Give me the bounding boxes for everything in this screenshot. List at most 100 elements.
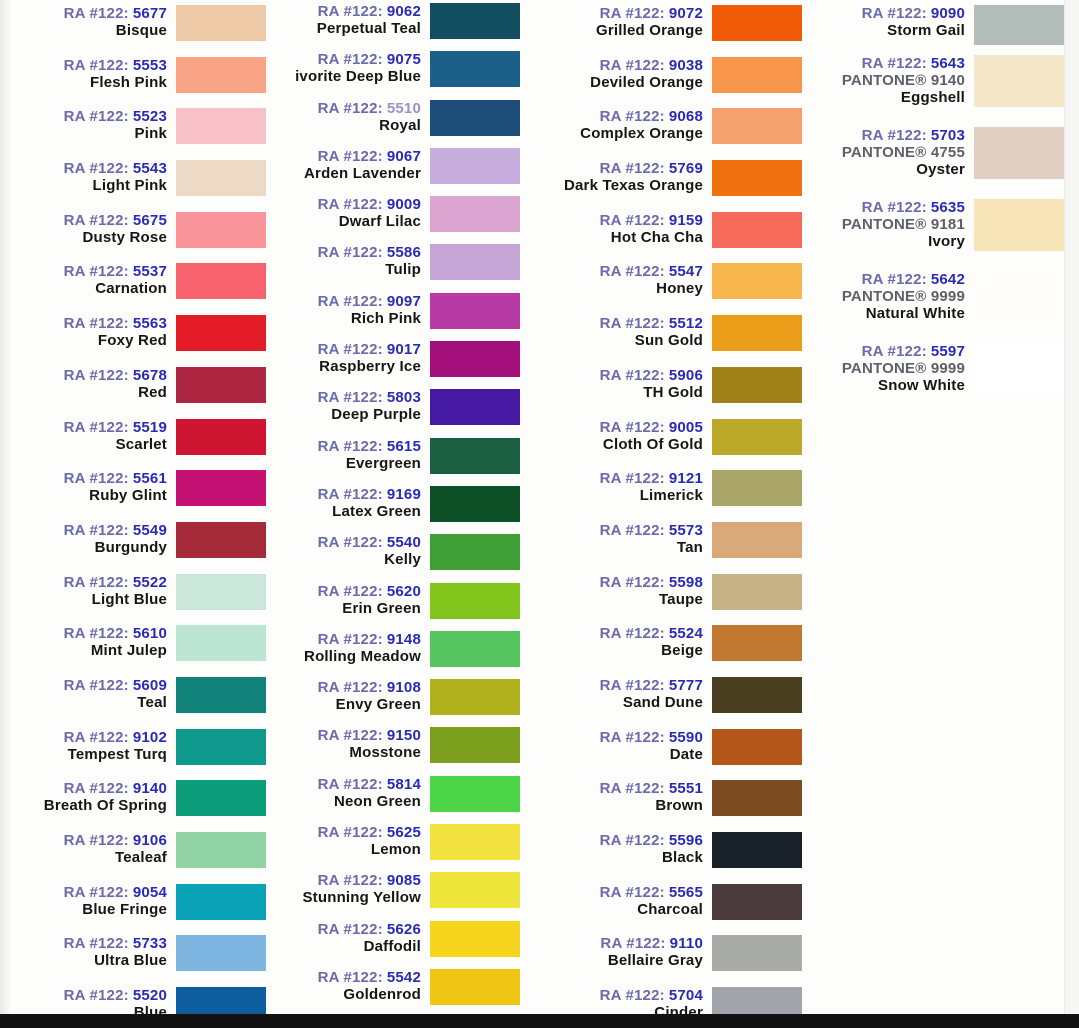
color-entry-label: RA #122: 5543 Light Pink (0, 160, 176, 194)
thread-number: 5573 (668, 521, 703, 539)
pantone-reference: PANTONE® 4755 (841, 144, 965, 161)
color-name: Latex Green (332, 502, 421, 520)
page-right-edge (1064, 0, 1079, 1028)
color-entry-label: RA #122: 5610 Mint Julep (0, 625, 176, 659)
color-column-3: RA #122: 9072 Grilled Orange RA #122: 9038 De… (540, 5, 802, 1028)
thread-number: 5704 (668, 987, 703, 1005)
color-entry: RA #122: 9075 ivorite Deep Blue (272, 51, 520, 99)
color-entry-label: RA #122: 9102 Tempest Turq (0, 729, 176, 763)
ra-prefix: RA #122: (861, 127, 927, 144)
color-swatch (712, 470, 802, 507)
color-entry-label: RA #122: 5596 Black (540, 832, 712, 866)
ra-prefix: RA #122: (63, 160, 129, 178)
color-swatch (430, 437, 520, 474)
color-entry-label: RA #122: 9067 Arden Lavender (272, 148, 430, 182)
color-swatch (176, 366, 266, 403)
thread-number: 5625 (386, 824, 421, 842)
color-entry: RA #122: 5551 Brown (540, 780, 802, 832)
color-swatch (430, 147, 520, 184)
color-swatch (176, 883, 266, 920)
ra-prefix: RA #122: (599, 160, 665, 178)
color-entry: RA #122: 9054 Blue Fringe (0, 883, 266, 936)
color-entry: RA #122: 9062 Perpetual Teal (272, 3, 520, 51)
color-entry-label: RA #122: 5512 Sun Gold (540, 315, 712, 349)
color-entry: RA #122: 5620 Erin Green (272, 582, 520, 631)
ra-prefix: RA #122: (317, 147, 383, 165)
thread-number: 5733 (132, 935, 167, 953)
color-swatch (176, 676, 266, 713)
color-name: Scarlet (115, 435, 167, 453)
color-entry: RA #122: 5615 Evergreen (272, 437, 520, 486)
thread-number: 5590 (668, 728, 703, 746)
ra-prefix: RA #122: (63, 263, 129, 281)
color-swatch (430, 968, 520, 1005)
color-swatch (430, 775, 520, 812)
color-swatch (430, 99, 520, 136)
color-name: Ultra Blue (94, 952, 167, 970)
color-name: Red (138, 383, 167, 401)
color-entry: RA #122: 5625 Lemon (272, 824, 520, 872)
pantone-reference: PANTONE® 9999 (841, 288, 965, 305)
color-name: Black (661, 849, 703, 866)
color-swatch (176, 160, 266, 197)
color-entry: RA #122: 9110 Bellaire Gray (540, 935, 802, 987)
color-entry: RA #122: 5563 Foxy Red (0, 315, 266, 367)
ra-prefix: RA #122: (63, 573, 129, 591)
color-entry-label: RA #122: 9169 Latex Green (272, 486, 430, 520)
color-entry-label: RA #122: 5609 Teal (0, 677, 176, 711)
thread-number: 5561 (132, 470, 167, 488)
color-name: Bisque (115, 22, 167, 39)
color-name: Deviled Orange (590, 73, 703, 91)
ra-prefix: RA #122: (317, 872, 383, 890)
color-name: Sand Dune (622, 693, 703, 711)
thread-number: 5540 (386, 534, 421, 552)
thread-number: 5703 (930, 127, 965, 144)
color-name: Oyster (916, 161, 965, 178)
color-name: Honey (656, 280, 703, 298)
color-entry: RA #122: 5609 Teal (0, 676, 266, 729)
color-swatch (430, 727, 520, 764)
thread-number: 5598 (668, 573, 703, 591)
color-entry: RA #122: 5519 Scarlet (0, 418, 266, 471)
color-name: Rich Pink (350, 309, 421, 327)
color-name: Sun Gold (634, 332, 703, 350)
thread-number: 5542 (386, 968, 421, 986)
ra-prefix: RA #122: (599, 676, 665, 694)
thread-number: 9108 (386, 679, 421, 697)
thread-number: 5543 (132, 160, 167, 178)
color-name: Teal (137, 693, 167, 711)
thread-number: 5643 (930, 55, 965, 72)
color-entry-label: RA #122: 9068 Complex Orange (540, 108, 712, 142)
color-entry-label: RA #122: 5537 Carnation (0, 263, 176, 297)
color-entry-label: RA #122: 9075 ivorite Deep Blue (272, 51, 430, 85)
ra-prefix: RA #122: (317, 437, 383, 455)
color-swatch (712, 935, 802, 972)
color-swatch (712, 521, 802, 558)
thread-number: 9085 (386, 872, 421, 890)
color-swatch (430, 872, 520, 909)
ra-prefix: RA #122: (63, 56, 129, 74)
color-swatch (176, 418, 266, 455)
color-name: TH Gold (643, 383, 703, 401)
color-entry-label: RA #122: 9140 Breath Of Spring (0, 780, 176, 814)
color-swatch (712, 728, 802, 765)
ra-prefix: RA #122: (317, 51, 383, 69)
thread-number: 5642 (930, 271, 965, 288)
color-swatch (712, 676, 802, 713)
thread-number: 5524 (668, 625, 703, 643)
color-entry: RA #122: 9085 Stunning Yellow (272, 872, 520, 920)
thread-number: 9150 (386, 727, 421, 745)
thread-number: 5547 (668, 263, 703, 281)
color-entry-label: RA #122: 5620 Erin Green (272, 583, 430, 617)
color-entry: RA #122: 5510 Royal (272, 99, 520, 148)
color-swatch (176, 211, 266, 248)
color-entry: RA #122: 9106 Tealeaf (0, 832, 266, 884)
color-entry-label: RA #122: 9005 Cloth Of Gold (540, 419, 712, 453)
color-entry-label: RA #122: 9159 Hot Cha Cha (540, 212, 712, 246)
color-swatch (712, 418, 802, 455)
thread-number: 9038 (668, 56, 703, 74)
ra-prefix: RA #122: (599, 418, 665, 436)
ra-prefix: RA #122: (599, 470, 665, 488)
color-name: Perpetual Teal (316, 20, 421, 37)
